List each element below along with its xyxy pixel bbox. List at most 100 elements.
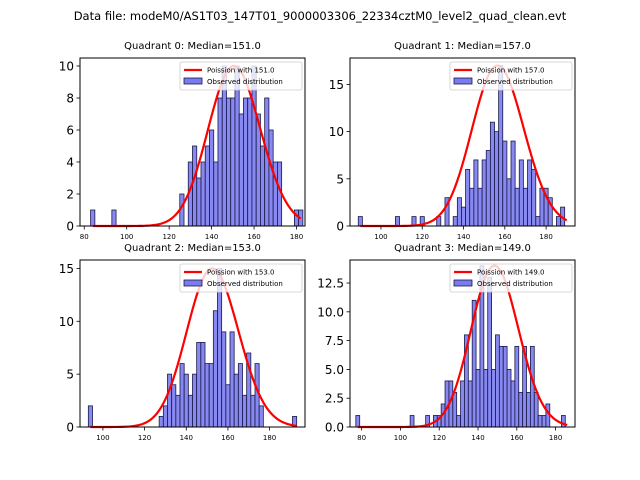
histogram-bar bbox=[481, 159, 487, 227]
histogram-bar bbox=[502, 345, 508, 428]
x-tick-label: 180 bbox=[263, 434, 276, 442]
x-tick-label: 180 bbox=[290, 233, 303, 241]
x-tick-label: 160 bbox=[247, 233, 260, 241]
y-tick-label: 10 bbox=[59, 315, 74, 329]
subplot-quadrant-2: Quadrant 2: Median=153.0 100 120 140 160 180… bbox=[59, 243, 306, 442]
histogram-bar bbox=[357, 216, 363, 227]
legend-label-poisson: Poission with 153.0 bbox=[207, 269, 275, 277]
histogram-bar bbox=[230, 97, 236, 227]
histogram-bar bbox=[167, 373, 173, 428]
histogram-bar bbox=[456, 197, 462, 227]
y-tick-label: 12.5 bbox=[317, 277, 344, 291]
histogram-bar bbox=[200, 342, 206, 428]
histogram-bar bbox=[483, 369, 489, 428]
histogram-bar bbox=[237, 363, 243, 428]
histogram-bar bbox=[487, 276, 492, 428]
histogram-bar bbox=[409, 415, 415, 428]
x-tick-label: 80 bbox=[357, 434, 366, 442]
histogram-bar bbox=[171, 384, 177, 428]
y-tick-label: 7.5 bbox=[325, 334, 344, 348]
histogram-bar bbox=[221, 331, 227, 428]
histogram-bar bbox=[535, 216, 541, 227]
x-tick-label: 140 bbox=[457, 233, 470, 241]
y-tick-label: 0 bbox=[66, 220, 74, 234]
legend-box bbox=[179, 263, 303, 293]
y-tick-label: 0 bbox=[336, 220, 344, 234]
axes-frame bbox=[79, 259, 306, 428]
histogram-bar bbox=[355, 415, 361, 428]
x-tick-label: 120 bbox=[416, 233, 429, 241]
histogram-bar bbox=[200, 161, 206, 227]
legend-bar-swatch bbox=[183, 279, 203, 287]
histogram-bar bbox=[527, 159, 533, 227]
histogram-bar bbox=[212, 310, 218, 428]
histogram-bar bbox=[395, 216, 400, 227]
x-tick-label: 120 bbox=[138, 434, 151, 442]
y-tick-label: 0 bbox=[66, 421, 74, 435]
x-tick-label: 180 bbox=[539, 233, 552, 241]
x-tick-label: 80 bbox=[80, 233, 89, 241]
y-tick-label: 4 bbox=[66, 156, 74, 170]
legend-box bbox=[179, 61, 303, 91]
x-tick-label: 160 bbox=[510, 434, 523, 442]
x-tick-label: 140 bbox=[180, 434, 193, 442]
histogram-bar bbox=[510, 140, 516, 227]
histogram-bar bbox=[461, 206, 466, 227]
histogram-bar bbox=[90, 209, 96, 227]
subplot-quadrant-0: Quadrant 0: Median=151.0 80 100 120 140 160 1… bbox=[59, 41, 306, 241]
histogram-bar bbox=[498, 345, 504, 428]
x-tick-label: 100 bbox=[374, 233, 387, 241]
x-tick-label: 180 bbox=[549, 434, 562, 442]
histogram-bar bbox=[183, 373, 189, 428]
histogram-bar bbox=[204, 145, 210, 227]
histogram-bar bbox=[213, 161, 219, 227]
subplot-quadrant-3: Quadrant 3: Median=149.0 80 100 120 140 160 1… bbox=[317, 243, 576, 442]
histogram-bar bbox=[506, 369, 512, 428]
histogram-bar bbox=[510, 380, 516, 428]
histogram-bar bbox=[158, 416, 164, 428]
histogram-bar bbox=[456, 415, 461, 428]
y-tick-label: 10.0 bbox=[317, 305, 344, 319]
y-tick-label: 5.0 bbox=[325, 363, 344, 377]
histogram-bar bbox=[162, 405, 168, 428]
axes-frame bbox=[349, 259, 576, 428]
histogram-bar bbox=[452, 392, 458, 428]
subplot-quadrant-1: Quadrant 1: Median=157.0 100 120 140 160 180… bbox=[329, 41, 576, 241]
legend: Poission with 153.0 Observed distribution bbox=[179, 263, 303, 293]
subplot-title: Quadrant 0: Median=151.0 bbox=[124, 41, 261, 52]
x-tick-label: 120 bbox=[162, 233, 175, 241]
histogram-bar bbox=[518, 159, 524, 227]
legend-label-observed: Observed distribution bbox=[477, 280, 553, 288]
y-tick-label: 15 bbox=[59, 262, 74, 276]
x-tick-label: 140 bbox=[205, 233, 218, 241]
histogram-bar bbox=[179, 363, 185, 428]
y-tick-label: 15 bbox=[329, 78, 344, 92]
histogram-bar bbox=[556, 216, 561, 227]
axes-frame bbox=[79, 57, 306, 227]
histogram-bar bbox=[465, 168, 471, 227]
y-tick-label: 2 bbox=[66, 188, 74, 202]
legend: Poission with 149.0 Observed distribution bbox=[449, 263, 573, 293]
histogram-bar bbox=[243, 97, 249, 227]
y-tick-label: 6 bbox=[66, 124, 74, 138]
y-tick-label: 8 bbox=[66, 92, 74, 106]
histogram-bar bbox=[247, 97, 253, 227]
histogram-bar bbox=[111, 209, 117, 227]
legend-label-poisson: Poission with 151.0 bbox=[207, 67, 275, 75]
histogram-bar bbox=[485, 150, 491, 227]
legend-box bbox=[449, 61, 573, 91]
x-tick-label: 100 bbox=[120, 233, 133, 241]
histogram-bar bbox=[208, 363, 214, 428]
axes-frame bbox=[349, 57, 576, 227]
legend-label-poisson: Poission with 157.0 bbox=[477, 67, 545, 75]
legend-bar-swatch bbox=[183, 77, 203, 85]
legend-bar-swatch bbox=[453, 279, 473, 287]
figure-suptitle: Data file: modeM0/AS1T03_147T01_90000033… bbox=[74, 9, 567, 23]
histogram-bar bbox=[226, 97, 232, 227]
histogram-bar bbox=[489, 121, 495, 227]
x-tick-label: 160 bbox=[498, 233, 511, 241]
histogram-bar bbox=[250, 394, 256, 428]
histogram-bar bbox=[518, 392, 524, 428]
histogram-bar bbox=[175, 394, 181, 428]
